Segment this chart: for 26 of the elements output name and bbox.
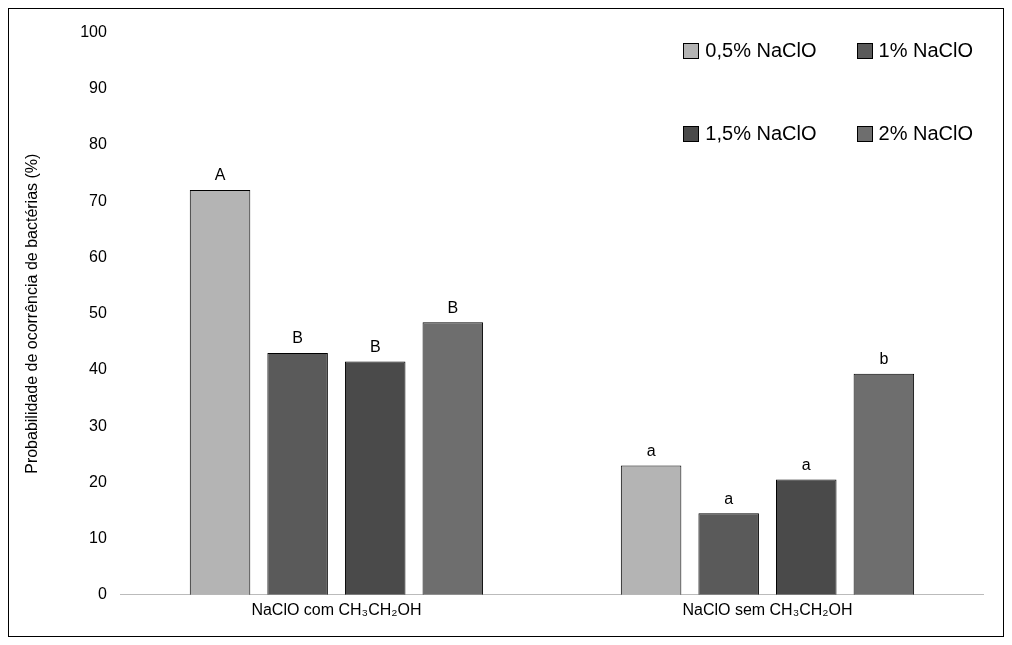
y-tick-label: 70 [89, 191, 107, 209]
x-tick-label: NaClO com CH₃CH₂OH [251, 600, 422, 618]
y-tick-label: 0 [97, 585, 107, 603]
annotation: B [292, 329, 303, 347]
y-tick-label: 50 [89, 304, 107, 322]
legend-label: 0,5% NaClO [705, 39, 817, 62]
annotation: a [801, 455, 811, 473]
annotation: a [646, 441, 656, 459]
legend-label: 1% NaClO [878, 39, 973, 62]
y-tick-label: 60 [89, 247, 107, 265]
annotation: B [369, 337, 381, 355]
annotation: b [879, 350, 889, 368]
y-tick-label: 80 [89, 135, 107, 153]
y-tick-label: 30 [89, 416, 107, 434]
y-tick-label: 10 [89, 528, 107, 546]
y-tick-label: 20 [89, 472, 107, 490]
annotation: A [214, 166, 226, 184]
y-tick-label: 100 [80, 23, 107, 41]
annotation: a [724, 489, 734, 507]
annotation: B [447, 298, 459, 316]
legend-label: 2% NaClO [878, 122, 973, 145]
y-axis-title: Probabilidade de ocorrência de bactérias (%) [23, 153, 41, 474]
y-tick-label: 40 [89, 360, 107, 378]
x-tick-label: NaClO sem CH₃CH₂OH [682, 600, 853, 618]
y-tick-label: 90 [89, 79, 107, 97]
legend-label: 1,5% NaClO [705, 122, 817, 145]
